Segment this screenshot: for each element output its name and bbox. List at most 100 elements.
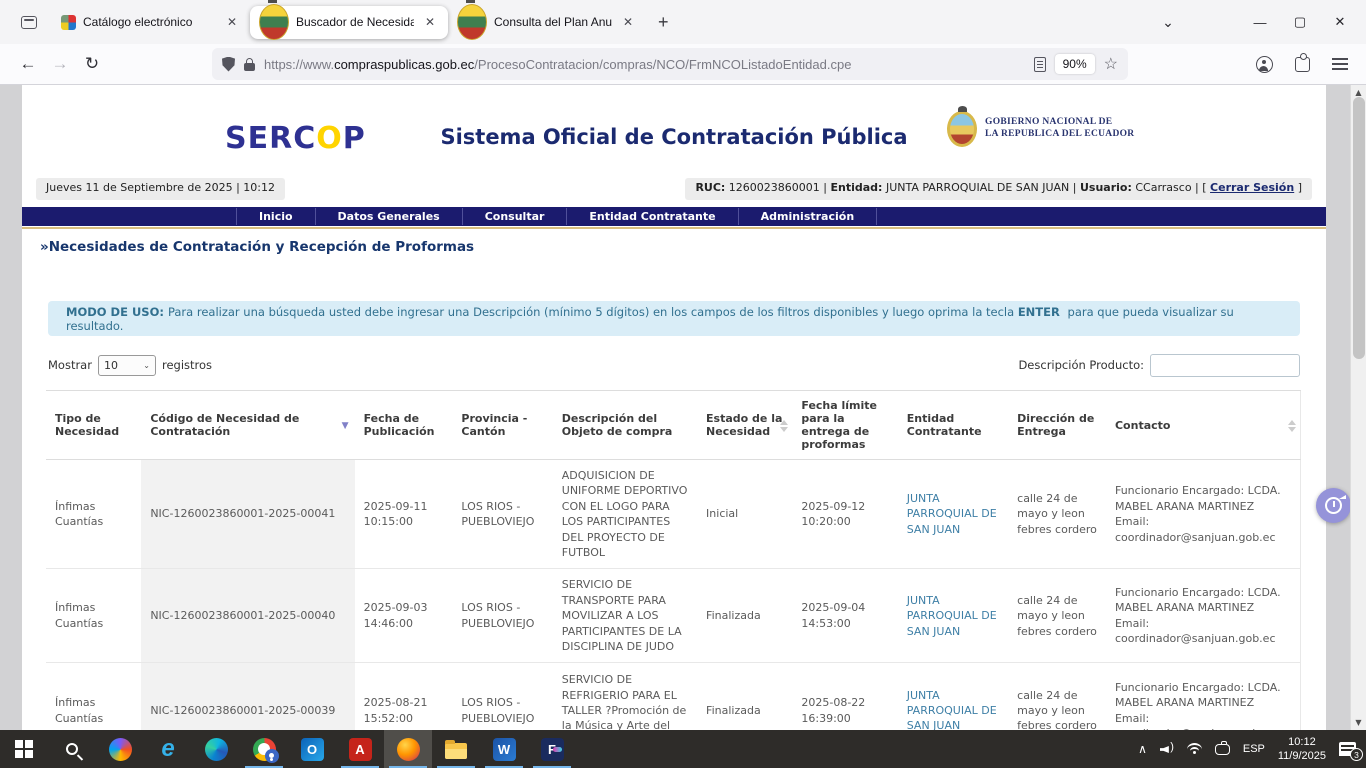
logout-link[interactable]: Cerrar Sesión: [1210, 181, 1295, 194]
nav-item-entidad-contratante[interactable]: Entidad Contratante: [567, 208, 739, 225]
list-tabs-chevron-icon[interactable]: ⌄: [1162, 13, 1174, 30]
page-size-select[interactable]: 10 ⌄: [97, 354, 156, 376]
reader-mode-icon[interactable]: [1033, 56, 1046, 72]
col-header-contacto[interactable]: Contacto: [1105, 390, 1301, 460]
tracking-protection-shield-icon[interactable]: [222, 56, 235, 72]
url-bar[interactable]: https://www.compraspublicas.gob.ec/Proce…: [212, 48, 1128, 80]
ssl-lock-icon[interactable]: [244, 58, 255, 71]
tab-buscador-necesidades[interactable]: Buscador de Necesidades de Co ✕: [250, 0, 448, 40]
taskbar-edge-button[interactable]: [192, 730, 240, 768]
taskbar-firefox-button[interactable]: [384, 730, 432, 768]
scroll-up-arrow[interactable]: ▲: [1355, 88, 1362, 97]
nav-item-administracion[interactable]: Administración: [739, 208, 878, 225]
extensions-puzzle-icon[interactable]: [1295, 52, 1310, 72]
nav-item-datos-generales[interactable]: Datos Generales: [316, 208, 463, 225]
table-row: Ínfimas Cuantías NIC-1260023860001-2025-…: [46, 568, 1301, 664]
entidad-link[interactable]: JUNTA PARROQUIAL DE SAN JUAN: [906, 593, 997, 638]
scrollbar-thumb[interactable]: [1353, 97, 1365, 359]
chrome-profile-badge: [264, 748, 279, 763]
entidad-link[interactable]: JUNTA PARROQUIAL DE SAN JUAN: [906, 688, 997, 730]
cell-fecha-limite: 2025-09-12 10:20:00: [792, 459, 898, 570]
col-header-codigo[interactable]: Código de Necesidad de Contratación ▼: [141, 390, 355, 460]
tab-close-button[interactable]: ✕: [226, 15, 237, 29]
product-description-input[interactable]: [1150, 353, 1300, 377]
firefox-view-button[interactable]: [14, 7, 44, 37]
url-text[interactable]: https://www.compraspublicas.gob.ec/Proce…: [264, 56, 852, 72]
firefox-icon: [396, 737, 420, 761]
cell-contacto: Funcionario Encargado: LCDA. MABEL ARANA…: [1105, 459, 1301, 570]
minimize-button[interactable]: —: [1253, 14, 1267, 30]
action-center-icon[interactable]: 3: [1339, 742, 1363, 761]
maximize-button[interactable]: ▢: [1293, 14, 1307, 29]
needs-table: Tipo de Necesidad Código de Necesidad de…: [46, 390, 1301, 730]
account-icon[interactable]: [1256, 55, 1273, 73]
nav-item-consultar[interactable]: Consultar: [463, 208, 568, 225]
cell-fecha-publicacion: 2025-08-21 15:52:00: [354, 662, 453, 730]
cell-codigo: NIC-1260023860001-2025-00040: [141, 568, 355, 664]
taskbar-forticlient-button[interactable]: F: [528, 730, 576, 768]
tab-close-button[interactable]: ✕: [622, 15, 633, 29]
language-indicator[interactable]: ESP: [1242, 743, 1265, 755]
taskbar-search-button[interactable]: [48, 730, 96, 768]
tray-chevron-up-icon[interactable]: ∧: [1138, 742, 1147, 756]
taskbar-chrome-button[interactable]: [240, 730, 288, 768]
taskbar-file-explorer-button[interactable]: [432, 730, 480, 768]
taskbar-acrobat-button[interactable]: A: [336, 730, 384, 768]
sercop-logo: SERCOP: [225, 121, 366, 156]
info-bar: Jueves 11 de Septiembre de 2025 | 10:12 …: [36, 178, 1312, 200]
cell-fecha-limite: 2025-09-04 14:53:00: [792, 568, 898, 664]
col-header-estado[interactable]: Estado de la Necesidad: [697, 390, 793, 460]
table-row: Ínfimas Cuantías NIC-1260023860001-2025-…: [46, 459, 1301, 570]
menu-hamburger-icon[interactable]: [1332, 58, 1348, 70]
wifi-icon[interactable]: [1186, 743, 1202, 755]
word-icon: W: [492, 737, 516, 761]
entidad-link[interactable]: JUNTA PARROQUIAL DE SAN JUAN: [906, 492, 997, 536]
tab-close-button[interactable]: ✕: [424, 15, 435, 29]
taskbar-word-button[interactable]: W: [480, 730, 528, 768]
web-page: SERCOP Sistema Oficial de Contratación P…: [0, 85, 1366, 730]
taskbar-clock[interactable]: 10:12 11/9/2025: [1277, 735, 1326, 762]
copilot-icon: [108, 737, 132, 761]
forward-button[interactable]: →: [51, 54, 69, 73]
meet-now-icon[interactable]: [1214, 740, 1230, 755]
tab-catalogo-electronico[interactable]: Catálogo electrónico ✕: [52, 6, 250, 39]
bookmark-star-icon[interactable]: ☆: [1103, 56, 1118, 73]
col-header-direccion[interactable]: Dirección de Entrega: [1008, 390, 1106, 460]
site-title: Sistema Oficial de Contratación Pública: [440, 125, 908, 149]
cell-provincia: LOS RIOS - PUEBLOVIEJO: [452, 662, 553, 730]
tab-consulta-plan-anual[interactable]: Consulta del Plan Anual de Con ✕: [448, 0, 646, 40]
scroll-down-arrow[interactable]: ▼: [1355, 718, 1362, 727]
usage-info-box: MODO DE USO: Para realizar una búsqueda u…: [48, 301, 1300, 336]
col-header-provincia[interactable]: Provincia - Cantón: [452, 390, 553, 460]
taskbar-copilot-button[interactable]: [96, 730, 144, 768]
col-header-entidad[interactable]: Entidad Contratante: [897, 390, 1009, 460]
cell-direccion: calle 24 de mayo y leon febres cordero: [1008, 662, 1106, 730]
floating-timer-widget[interactable]: [1316, 488, 1351, 523]
browser-toolbar: ← → ↻ https://www.compraspublicas.gob.ec…: [0, 44, 1366, 85]
cell-fecha-publicacion: 2025-09-03 14:46:00: [354, 568, 453, 664]
sort-both-icon: [780, 418, 788, 434]
ecuador-crest-favicon: [259, 0, 289, 40]
tab-title: Buscador de Necesidades de Co: [296, 15, 414, 29]
taskbar-outlook-button[interactable]: O: [288, 730, 336, 768]
back-button[interactable]: ←: [19, 54, 37, 73]
col-header-fecha-limite[interactable]: Fecha límite para la entrega de proforma…: [792, 390, 898, 460]
volume-icon[interactable]: [1160, 741, 1174, 755]
taskbar-internet-explorer-button[interactable]: e: [144, 730, 192, 768]
nav-item-inicio[interactable]: Inicio: [236, 208, 316, 225]
close-window-button[interactable]: ✕: [1334, 14, 1346, 29]
new-tab-button[interactable]: +: [658, 11, 669, 32]
start-button[interactable]: [0, 730, 48, 768]
sort-both-icon: [1288, 418, 1296, 434]
col-header-tipo[interactable]: Tipo de Necesidad: [46, 390, 142, 460]
tab-title: Catálogo electrónico: [83, 15, 193, 29]
page-title: »Necesidades de Contratación y Recepción…: [40, 239, 475, 255]
reload-button[interactable]: ↻: [84, 54, 100, 73]
firefox-view-icon: [21, 15, 37, 29]
zoom-level-indicator[interactable]: 90%: [1054, 54, 1095, 74]
page-scrollbar[interactable]: ▲ ▼: [1350, 85, 1366, 730]
col-header-fecha-publicacion[interactable]: Fecha de Publicación: [354, 390, 453, 460]
records-label: registros: [161, 358, 213, 372]
col-header-descripcion[interactable]: Descripción del Objeto de compra: [552, 390, 698, 460]
